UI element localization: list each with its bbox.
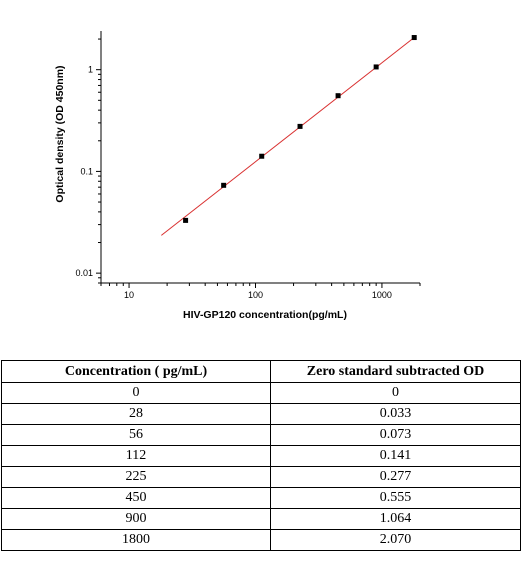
cell-od: 0 xyxy=(270,382,521,404)
y-axis-title: Optical density (OD 450nm) xyxy=(54,65,66,202)
axes xyxy=(100,31,420,284)
standard-curve-chart: 0.01 0.1 1 10 100 1000 HIV-GP120 concentratio… xyxy=(54,31,421,321)
table-row: 112 0.141 xyxy=(1,445,521,467)
data-point xyxy=(183,217,189,223)
data-points xyxy=(183,35,417,223)
fit-line xyxy=(161,37,415,236)
cell-concentration: 225 xyxy=(1,466,271,488)
data-point xyxy=(373,64,379,70)
table-row: 900 1.064 xyxy=(1,508,521,530)
table-header-row: Concentration ( pg/mL) Zero standard sub… xyxy=(1,360,521,383)
cell-od: 2.070 xyxy=(270,529,521,551)
cell-od: 0.555 xyxy=(270,487,521,509)
x-axis-title: HIV-GP120 concentration(pg/mL) xyxy=(183,309,347,321)
cell-concentration: 450 xyxy=(1,487,271,509)
standard-data-table: Concentration ( pg/mL) Zero standard sub… xyxy=(1,360,521,551)
data-point xyxy=(335,93,341,99)
cell-od: 1.064 xyxy=(270,508,521,530)
cell-concentration: 112 xyxy=(1,445,271,467)
column-header-od: Zero standard subtracted OD xyxy=(270,360,521,383)
y-tick-label: 0.1 xyxy=(80,166,93,176)
table-row: 1800 2.070 xyxy=(1,529,521,551)
table-row: 450 0.555 xyxy=(1,487,521,509)
cell-concentration: 0 xyxy=(1,382,271,404)
table-row: 28 0.033 xyxy=(1,403,521,425)
x-tick-label: 100 xyxy=(248,290,263,300)
y-tick-label: 0.01 xyxy=(75,268,93,278)
cell-od: 0.033 xyxy=(270,403,521,425)
y-tick-label: 1 xyxy=(88,65,93,75)
x-tick-label: 1000 xyxy=(372,290,392,300)
column-header-concentration: Concentration ( pg/mL) xyxy=(1,360,271,383)
table-row: 56 0.073 xyxy=(1,424,521,446)
cell-concentration: 1800 xyxy=(1,529,271,551)
cell-od: 0.073 xyxy=(270,424,521,446)
table-row: 225 0.277 xyxy=(1,466,521,488)
data-point xyxy=(411,35,417,41)
data-point xyxy=(297,123,303,129)
data-point xyxy=(259,153,265,159)
ticks: 0.01 0.1 1 10 100 1000 xyxy=(75,38,421,300)
cell-od: 0.277 xyxy=(270,466,521,488)
data-point xyxy=(221,182,227,188)
cell-concentration: 56 xyxy=(1,424,271,446)
cell-od: 0.141 xyxy=(270,445,521,467)
cell-concentration: 900 xyxy=(1,508,271,530)
cell-concentration: 28 xyxy=(1,403,271,425)
x-tick-label: 10 xyxy=(124,290,134,300)
